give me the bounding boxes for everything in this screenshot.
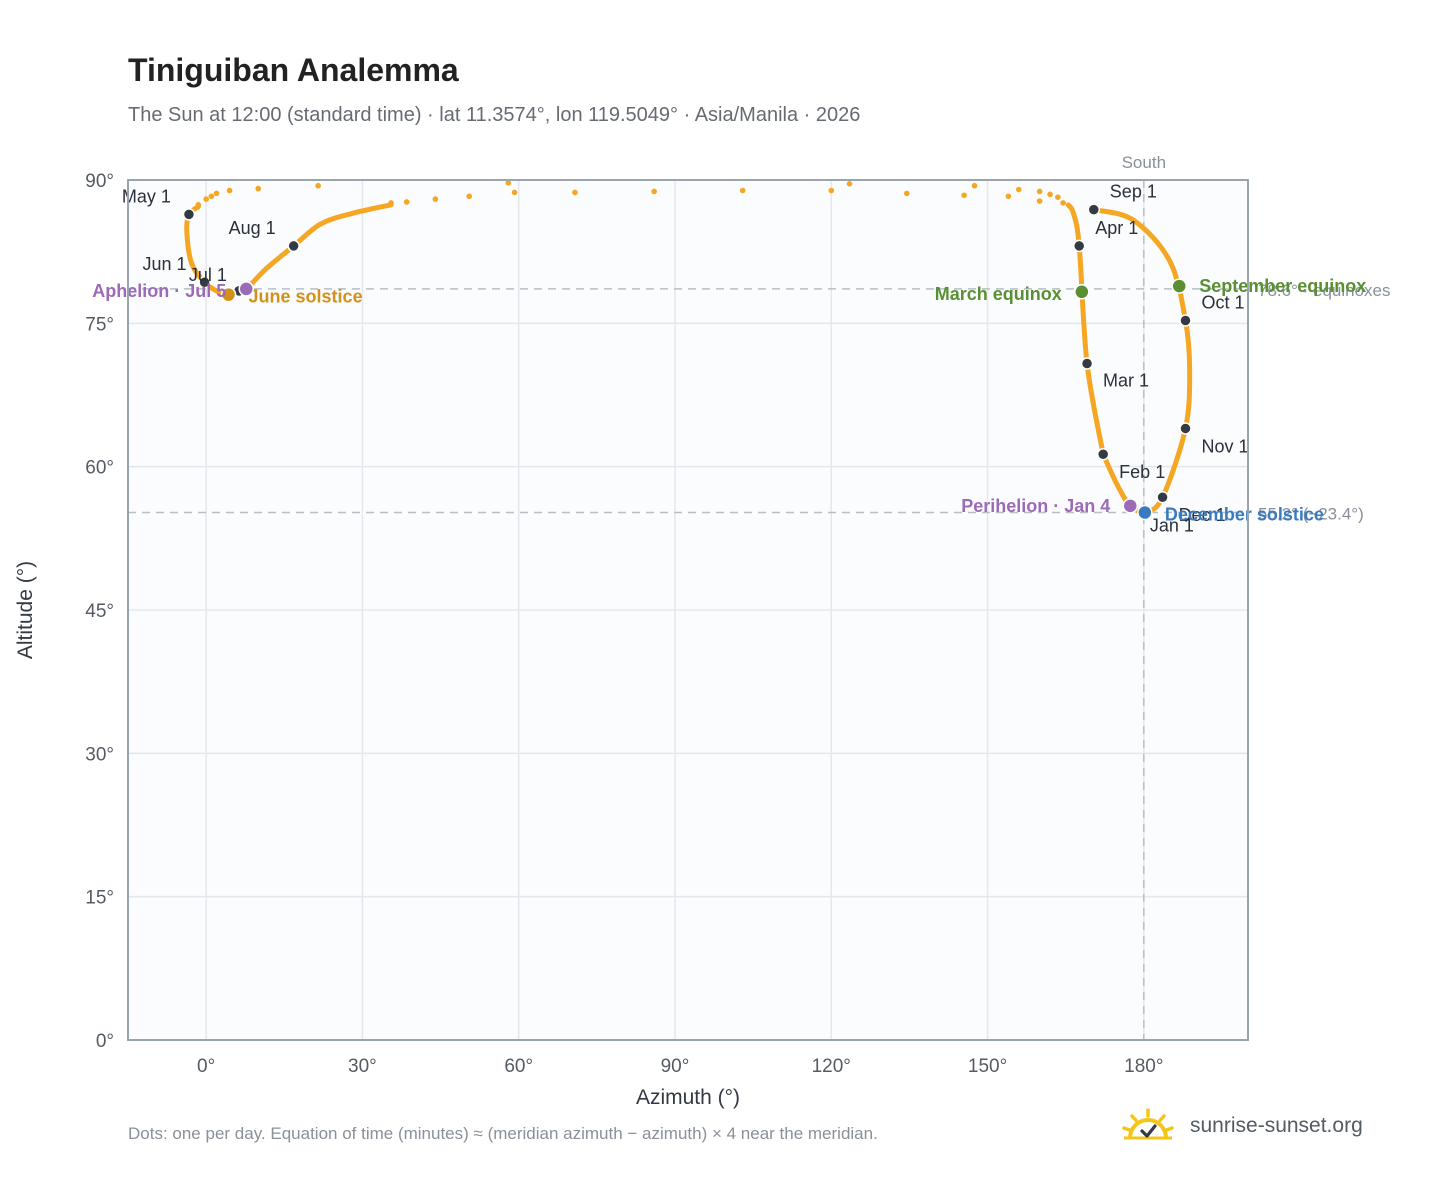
day-dot (572, 189, 578, 196)
y-tick-label: 30° (85, 744, 114, 765)
y-tick-label: 45° (85, 601, 114, 622)
month-label: Mar 1 (1103, 370, 1149, 390)
x-tick-label: 150° (968, 1056, 1007, 1077)
event-markers: June solstice December solstice March equi… (92, 276, 1366, 524)
month-label: May 1 (122, 186, 171, 206)
day-dot (961, 192, 967, 199)
x-tick-label: 60° (504, 1056, 533, 1077)
footnote: Dots: one per day. Equation of time (min… (128, 1124, 878, 1143)
month-label: Nov 1 (1201, 436, 1248, 456)
day-dot (1036, 198, 1043, 204)
event-label: June solstice (249, 287, 363, 307)
brand-name: sunrise-sunset.org (1190, 1114, 1363, 1137)
day-dot (432, 196, 439, 202)
month-label: Oct 1 (1201, 292, 1244, 312)
analemma-segment (1065, 202, 1106, 457)
month-label: Dec 1 (1179, 505, 1226, 525)
month-label: Aug 1 (229, 218, 276, 238)
x-tick-label: 90° (661, 1056, 690, 1077)
x-axis-label: Azimuth (°) (636, 1086, 740, 1109)
month-marker (1080, 357, 1094, 370)
month-marker (287, 239, 300, 253)
month-label: Apr 1 (1095, 218, 1138, 238)
day-dot (213, 190, 220, 197)
month-label: Feb 1 (1119, 462, 1165, 482)
day-dot (208, 193, 215, 200)
day-dot (195, 202, 202, 208)
day-dot (1005, 193, 1012, 200)
x-tick-label: 120° (812, 1056, 851, 1077)
month-marker (1156, 490, 1169, 504)
y-tick-label: 90° (85, 171, 114, 192)
reference-lines: South 78.6° · equinoxes 55.2° (−23.4°) (128, 153, 1391, 1040)
sun-check-icon (1122, 1108, 1174, 1140)
month-label: Sep 1 (1110, 182, 1157, 202)
day-dot (828, 187, 835, 194)
y-tick-label: 0° (96, 1031, 114, 1052)
event-marker (1074, 284, 1090, 300)
month-label: Jan 1 (1150, 516, 1194, 536)
plot-frame (127, 179, 1249, 1041)
event-marker (1171, 278, 1187, 294)
day-dot (1047, 191, 1053, 198)
month-marker (1087, 203, 1101, 216)
event-marker (1137, 504, 1153, 521)
month-marker (198, 275, 211, 289)
month-marker (1072, 239, 1086, 253)
month-marker (1179, 314, 1192, 327)
day-dot (1055, 194, 1061, 200)
day-dot (651, 188, 657, 195)
event-marker (220, 286, 237, 303)
x-tick-label: 0° (197, 1056, 215, 1077)
month-marker (1179, 422, 1192, 435)
day-dot (846, 181, 853, 187)
meridian-label: South (1122, 153, 1166, 172)
month-marker (182, 208, 196, 221)
day-dot (1060, 200, 1066, 206)
day-dot (971, 182, 978, 189)
reference-line-label: 78.6° · equinoxes (1258, 281, 1391, 300)
day-dot (226, 187, 233, 194)
day-dot (739, 187, 746, 194)
event-label: Perihelion · Jan 4 (961, 496, 1110, 516)
y-tick-label: 60° (85, 458, 114, 479)
day-dot (315, 182, 321, 189)
event-label: March equinox (935, 284, 1062, 304)
day-dot (388, 200, 394, 206)
y-axis-label: Altitude (°) (14, 561, 37, 659)
x-tick-label: 180° (1124, 1056, 1163, 1077)
day-dot (903, 190, 910, 197)
axis-ticks: 0° 30° 60° 90° 120° 150° 180° 0° 15° 30° 45° 60° 75°… (85, 171, 1163, 1077)
y-tick-label: 75° (85, 314, 114, 335)
event-marker (1122, 498, 1139, 514)
day-dot (511, 189, 518, 196)
chart-title: Tiniguiban Analemma (128, 52, 459, 88)
month-marker (1096, 447, 1110, 461)
day-dot (1015, 186, 1022, 193)
event-label: December solstice (1165, 505, 1324, 525)
event-marker (238, 281, 255, 297)
chart-subtitle: The Sun at 12:00 (standard time) · lat 1… (128, 104, 861, 126)
day-dot (466, 193, 473, 200)
y-tick-label: 15° (85, 888, 114, 909)
event-label: September equinox (1199, 276, 1366, 296)
event-label: Aphelion · Jul 5 (92, 281, 226, 301)
x-tick-label: 30° (348, 1056, 377, 1077)
month-label: Jul 1 (189, 265, 227, 285)
day-dot (255, 185, 262, 192)
day-dot (1036, 188, 1043, 195)
day-dot (403, 199, 410, 205)
day-dot (203, 196, 209, 202)
day-dot (505, 180, 512, 186)
month-label: Jun 1 (143, 254, 187, 274)
reference-line-label: 55.2° (−23.4°) (1258, 505, 1364, 524)
brand-logo: sunrise-sunset.org (1120, 1104, 1363, 1148)
